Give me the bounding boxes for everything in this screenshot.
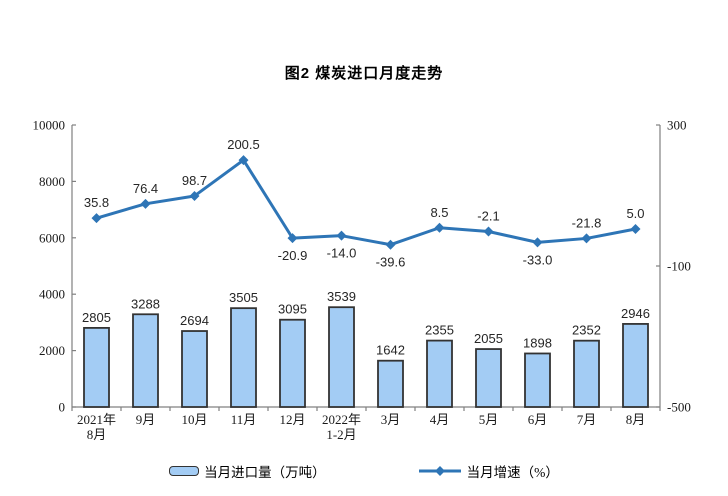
- bar: [181, 330, 208, 408]
- bar-value-label: 2352: [572, 323, 601, 338]
- x-category-label: 8月: [87, 427, 107, 442]
- line-value-label: 8.5: [430, 205, 448, 220]
- x-category-label: 12月: [279, 412, 305, 427]
- line-value-label: 200.5: [227, 137, 260, 152]
- legend-item-bars: 当月进口量（万吨）: [169, 461, 326, 481]
- legend-item-line: 当月增速（%）: [418, 461, 559, 481]
- right-axis-tick-label: -500: [667, 400, 691, 415]
- bar-value-label: 3288: [131, 296, 160, 311]
- bar: [573, 339, 600, 408]
- line-value-label: 98.7: [182, 173, 207, 188]
- line-marker-icon: [385, 239, 396, 250]
- x-category-label: 2021年: [77, 412, 116, 427]
- bar-value-label: 3539: [327, 289, 356, 304]
- line-value-label: 5.0: [626, 206, 644, 221]
- bar-value-label: 3095: [278, 302, 307, 317]
- bar: [230, 307, 257, 408]
- x-category-label: 5月: [479, 412, 499, 427]
- line-marker-icon: [91, 213, 102, 224]
- bar: [279, 318, 306, 408]
- left-axis-tick-label: 2000: [39, 343, 65, 358]
- line-value-label: -2.1: [477, 208, 499, 223]
- line-value-label: 76.4: [133, 181, 158, 196]
- bar-value-label: 2805: [82, 310, 111, 325]
- line-marker-icon: [140, 198, 151, 209]
- left-axis-tick-label: 10000: [33, 118, 66, 133]
- line-marker-icon: [336, 230, 347, 241]
- x-category-label: 4月: [430, 412, 450, 427]
- legend: 当月进口量（万吨） 当月增速（%）: [0, 461, 728, 481]
- right-axis-tick-label: -100: [667, 259, 691, 274]
- x-category-label: 1-2月: [326, 427, 356, 442]
- line-series-swatch-icon: [418, 466, 461, 476]
- line-series-label: 当月增速（%）: [466, 465, 559, 480]
- line-marker-icon: [581, 233, 592, 244]
- x-category-label: 3月: [381, 412, 401, 427]
- bar-value-label: 1642: [376, 343, 405, 358]
- bar: [328, 306, 355, 408]
- bar-value-label: 1898: [523, 335, 552, 350]
- bar: [83, 326, 110, 408]
- line-marker-icon: [483, 226, 494, 237]
- line-series: [95, 158, 637, 247]
- x-category-label: 10月: [181, 412, 207, 427]
- bar: [475, 348, 502, 408]
- bar: [524, 352, 551, 408]
- x-category-label: 6月: [528, 412, 548, 427]
- chart-title: 图2 煤炭进口月度走势: [284, 65, 444, 82]
- bar: [377, 359, 404, 408]
- bar-series-swatch-icon: [169, 466, 200, 476]
- line-value-label: -14.0: [327, 246, 357, 261]
- bar: [426, 339, 453, 408]
- bar-value-label: 2055: [474, 331, 503, 346]
- x-category-label: 2022年: [322, 412, 361, 427]
- line-marker-icon: [189, 190, 200, 201]
- line-marker-icon: [532, 237, 543, 248]
- line-value-label: -39.6: [376, 255, 406, 270]
- line-value-label: -21.8: [572, 215, 602, 230]
- line-marker-icon: [238, 155, 249, 166]
- line-marker-icon: [287, 233, 298, 244]
- bar-value-label: 2946: [621, 306, 650, 321]
- left-axis-tick-label: 4000: [39, 287, 65, 302]
- left-axis-tick-label: 0: [59, 400, 66, 415]
- left-axis-tick-label: 6000: [39, 230, 65, 245]
- bar-value-label: 3505: [229, 290, 258, 305]
- plot-area: 0200040006000800010000-500-1003002021年8月…: [33, 118, 691, 443]
- line-marker-icon: [630, 223, 641, 234]
- left-axis-tick-label: 8000: [39, 174, 65, 189]
- line-marker-icon: [434, 222, 445, 233]
- bar: [622, 323, 649, 408]
- x-category-label: 7月: [577, 412, 597, 427]
- line-value-label: -33.0: [523, 252, 553, 267]
- x-category-label: 9月: [136, 412, 156, 427]
- x-category-label: 11月: [231, 412, 257, 427]
- x-category-label: 8月: [626, 412, 646, 427]
- bar-value-label: 2355: [425, 323, 454, 338]
- line-value-label: 35.8: [84, 195, 109, 210]
- bar-value-label: 2694: [180, 313, 209, 328]
- bar-series-label: 当月进口量（万吨）: [204, 465, 326, 480]
- right-axis-tick-label: 300: [667, 118, 687, 133]
- line-value-label: -20.9: [278, 248, 308, 263]
- bar: [132, 313, 159, 408]
